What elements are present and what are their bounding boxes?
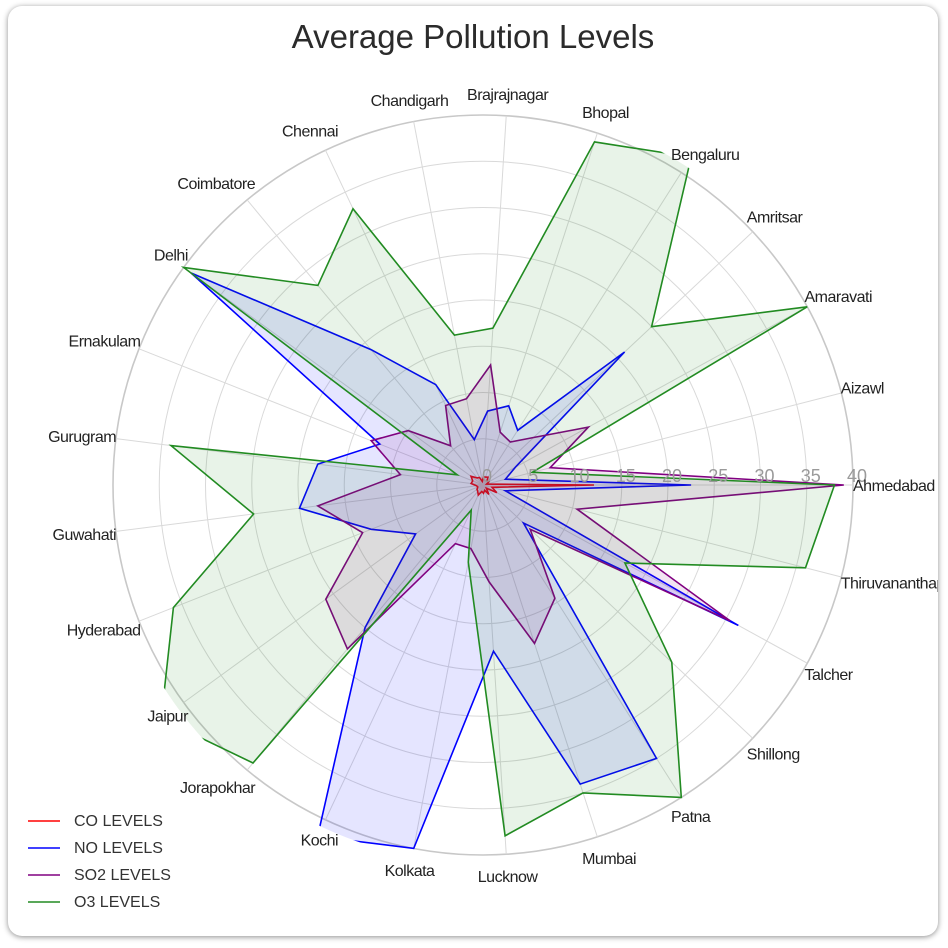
category-label-guwahati: Guwahati	[53, 527, 117, 544]
grid-spoke	[482, 484, 808, 664]
tick-label: 40	[847, 466, 867, 486]
grid-spoke	[413, 484, 484, 849]
category-label-mumbai: Mumbai	[582, 851, 636, 868]
grid-spoke	[325, 150, 484, 486]
category-label-chennai: Chennai	[282, 123, 338, 140]
category-label-patna: Patna	[671, 809, 711, 826]
grid-spoke	[413, 121, 484, 486]
tick-label: 10	[569, 466, 589, 486]
legend-label-co-levels: CO LEVELS	[74, 813, 163, 830]
category-label-amaravati: Amaravati	[805, 289, 873, 306]
tick-label: 20	[662, 466, 682, 486]
category-label-bengaluru: Bengaluru	[671, 147, 739, 164]
series-group	[160, 141, 844, 850]
legend: CO LEVELS NO LEVELS SO2 LEVELS O3 LEVELS	[28, 813, 171, 911]
grid-spoke	[482, 132, 598, 486]
tick-label: 30	[754, 466, 774, 486]
tick-label: 35	[801, 466, 821, 486]
category-label-gurugram: Gurugram	[48, 429, 116, 446]
grid-spoke	[138, 348, 484, 486]
series-area-co-levels	[469, 475, 595, 497]
grid-spoke	[183, 484, 484, 703]
grid-spoke	[482, 484, 842, 578]
grid-spoke	[482, 484, 754, 739]
category-label-delhi: Delhi	[154, 248, 188, 265]
legend-label-no-levels: NO LEVELS	[74, 840, 163, 857]
grid-spoke	[482, 484, 507, 855]
category-label-jorapokhar: Jorapokhar	[180, 780, 256, 797]
category-label-bhopal: Bhopal	[582, 105, 629, 122]
chart-card: Average Pollution Levels 0 5 10 15 20 25 30 35 4…	[8, 6, 938, 936]
grid-spoke	[138, 484, 484, 622]
category-labels: Ahmedabad Aizawl Amaravati Amritsar Bengalur…	[48, 87, 938, 886]
grid-spoke	[183, 267, 484, 486]
tick-label: 15	[616, 466, 636, 486]
grid-spoke	[325, 484, 484, 820]
category-label-aizawl: Aizawl	[841, 381, 884, 398]
grid-spoke	[482, 306, 808, 486]
category-label-hyderabad: Hyderabad	[67, 622, 141, 639]
category-label-ernakulam: Ernakulam	[69, 334, 141, 351]
category-label-brajrajnagar: Brajrajnagar	[467, 87, 549, 104]
category-label-ahmedabad: Ahmedabad	[853, 478, 935, 495]
category-label-chandigarh: Chandigarh	[371, 93, 449, 110]
category-label-jaipur: Jaipur	[147, 708, 189, 725]
tick-label: 5	[528, 466, 538, 486]
category-label-shillong: Shillong	[747, 746, 800, 763]
legend-label-o3-levels: O3 LEVELS	[74, 894, 160, 911]
grid-spoke	[482, 172, 682, 486]
series-area-no-levels	[190, 272, 739, 850]
category-label-coimbatore: Coimbatore	[177, 176, 255, 193]
radial-tick-labels: 0 5 10 15 20 25 30 35 40	[482, 466, 867, 486]
category-label-kochi: Kochi	[301, 833, 339, 850]
grid-spoke	[482, 115, 507, 486]
grid-spoke	[482, 484, 598, 838]
chart-title: Average Pollution Levels	[291, 18, 655, 55]
category-label-amritsar: Amritsar	[747, 210, 804, 227]
series-area-so2-levels	[315, 362, 844, 651]
legend-label-so2-levels: SO2 LEVELS	[74, 867, 171, 884]
grid-spoke	[246, 199, 484, 486]
category-label-lucknow: Lucknow	[478, 869, 539, 886]
tick-label: 0	[482, 466, 492, 486]
category-label-thiruvananthapuram: Thiruvananthapuram	[841, 576, 938, 593]
grid-spoke	[482, 392, 842, 486]
tick-label: 25	[708, 466, 728, 486]
category-label-kolkata: Kolkata	[385, 863, 435, 880]
category-label-talcher: Talcher	[805, 667, 854, 684]
